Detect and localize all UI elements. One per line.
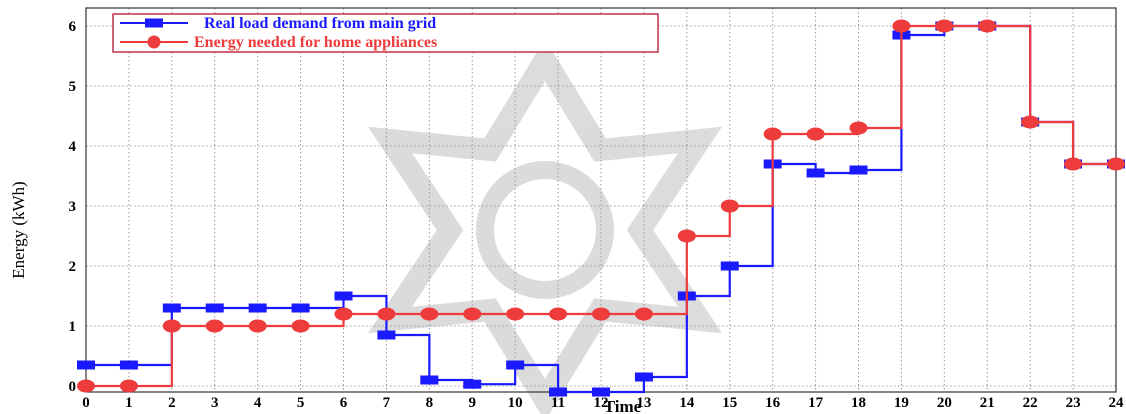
data-point <box>205 319 224 333</box>
x-tick-label: 19 <box>894 395 909 411</box>
data-point <box>720 261 739 271</box>
data-point <box>205 303 224 313</box>
data-point <box>506 360 525 370</box>
data-point <box>677 229 696 243</box>
data-point <box>892 19 911 33</box>
data-point <box>549 387 568 397</box>
x-tick-label: 24 <box>1109 395 1125 411</box>
x-tick-label: 21 <box>980 395 995 411</box>
x-tick-label: 9 <box>469 395 477 411</box>
y-tick-label: 4 <box>69 139 77 155</box>
legend-box <box>112 13 659 53</box>
data-point <box>77 379 95 393</box>
data-point <box>849 165 868 175</box>
series-1 <box>77 19 1125 393</box>
data-point <box>162 319 181 333</box>
data-point <box>806 168 825 178</box>
series-layer <box>77 19 1125 397</box>
data-point <box>248 303 267 313</box>
data-point <box>119 379 138 393</box>
data-point <box>592 387 610 397</box>
data-point <box>978 19 997 33</box>
data-point <box>806 127 825 141</box>
legend-marker-grid <box>145 18 163 28</box>
y-tick-label: 3 <box>69 199 77 215</box>
data-point <box>1021 115 1040 129</box>
x-tick-label: 20 <box>937 395 952 411</box>
data-point <box>935 19 954 33</box>
data-point <box>334 291 353 301</box>
data-point <box>77 360 95 370</box>
x-tick-label: 1 <box>125 395 133 411</box>
legend: Real load demand from main grid Energy n… <box>112 13 659 53</box>
watermark-emblem <box>367 38 723 414</box>
x-tick-label: 23 <box>1066 395 1081 411</box>
legend-label-appliances: Energy needed for home appliances <box>194 34 437 51</box>
data-point <box>634 372 653 382</box>
data-point <box>720 199 739 213</box>
x-axis-label: Time <box>604 397 642 414</box>
data-point <box>1107 157 1125 171</box>
x-tick-label: 6 <box>340 395 348 411</box>
data-point <box>162 303 181 313</box>
data-point <box>420 307 439 321</box>
series-line <box>86 24 1116 394</box>
data-point <box>463 307 482 321</box>
x-tick-label: 15 <box>722 395 737 411</box>
series-line <box>86 24 1116 388</box>
data-point <box>291 303 310 313</box>
data-point <box>377 330 396 340</box>
y-axis-ticks: 0 1 2 3 4 5 6 <box>69 19 77 395</box>
data-point <box>1064 157 1083 171</box>
x-tick-label: 22 <box>1023 395 1038 411</box>
x-tick-label: 11 <box>551 395 565 411</box>
data-point <box>291 319 310 333</box>
y-tick-label: 5 <box>69 79 77 95</box>
data-point <box>549 307 568 321</box>
x-tick-label: 13 <box>636 395 651 411</box>
data-point <box>420 375 439 385</box>
data-point <box>334 307 353 321</box>
x-tick-label: 3 <box>211 395 219 411</box>
x-tick-label: 10 <box>508 395 523 411</box>
data-point <box>377 307 396 321</box>
grid <box>85 8 1117 392</box>
data-point <box>463 379 482 389</box>
data-point <box>592 307 610 321</box>
data-point <box>506 307 525 321</box>
x-tick-label: 2 <box>168 395 176 411</box>
x-tick-label: 5 <box>297 395 305 411</box>
y-tick-label: 1 <box>69 319 77 335</box>
x-tick-label: 8 <box>426 395 434 411</box>
data-point <box>119 360 138 370</box>
data-point <box>248 319 267 333</box>
x-tick-label: 17 <box>808 395 824 411</box>
data-point <box>634 307 653 321</box>
legend-label-grid: Real load demand from main grid <box>204 15 436 32</box>
x-tick-label: 7 <box>383 395 391 411</box>
x-tick-label: 4 <box>254 395 262 411</box>
x-tick-label: 16 <box>765 395 781 411</box>
data-point <box>849 121 868 135</box>
y-tick-label: 2 <box>69 259 77 275</box>
x-tick-label: 18 <box>851 395 866 411</box>
y-tick-label: 6 <box>69 19 77 35</box>
x-tick-label: 12 <box>594 395 609 411</box>
x-axis-ticks: 0 1 2 3 4 5 6 7 8 9 10 11 12 13 14 15 16 17 18 19 20 21 22 23 24 <box>82 395 1124 411</box>
y-axis-label: Energy (kWh) <box>9 181 28 278</box>
data-point <box>763 127 782 141</box>
x-tick-label: 14 <box>679 395 695 411</box>
x-tick-label: 0 <box>82 395 90 411</box>
legend-marker-appliances <box>147 35 161 49</box>
y-tick-label: 0 <box>69 379 77 395</box>
series-0 <box>77 21 1125 397</box>
